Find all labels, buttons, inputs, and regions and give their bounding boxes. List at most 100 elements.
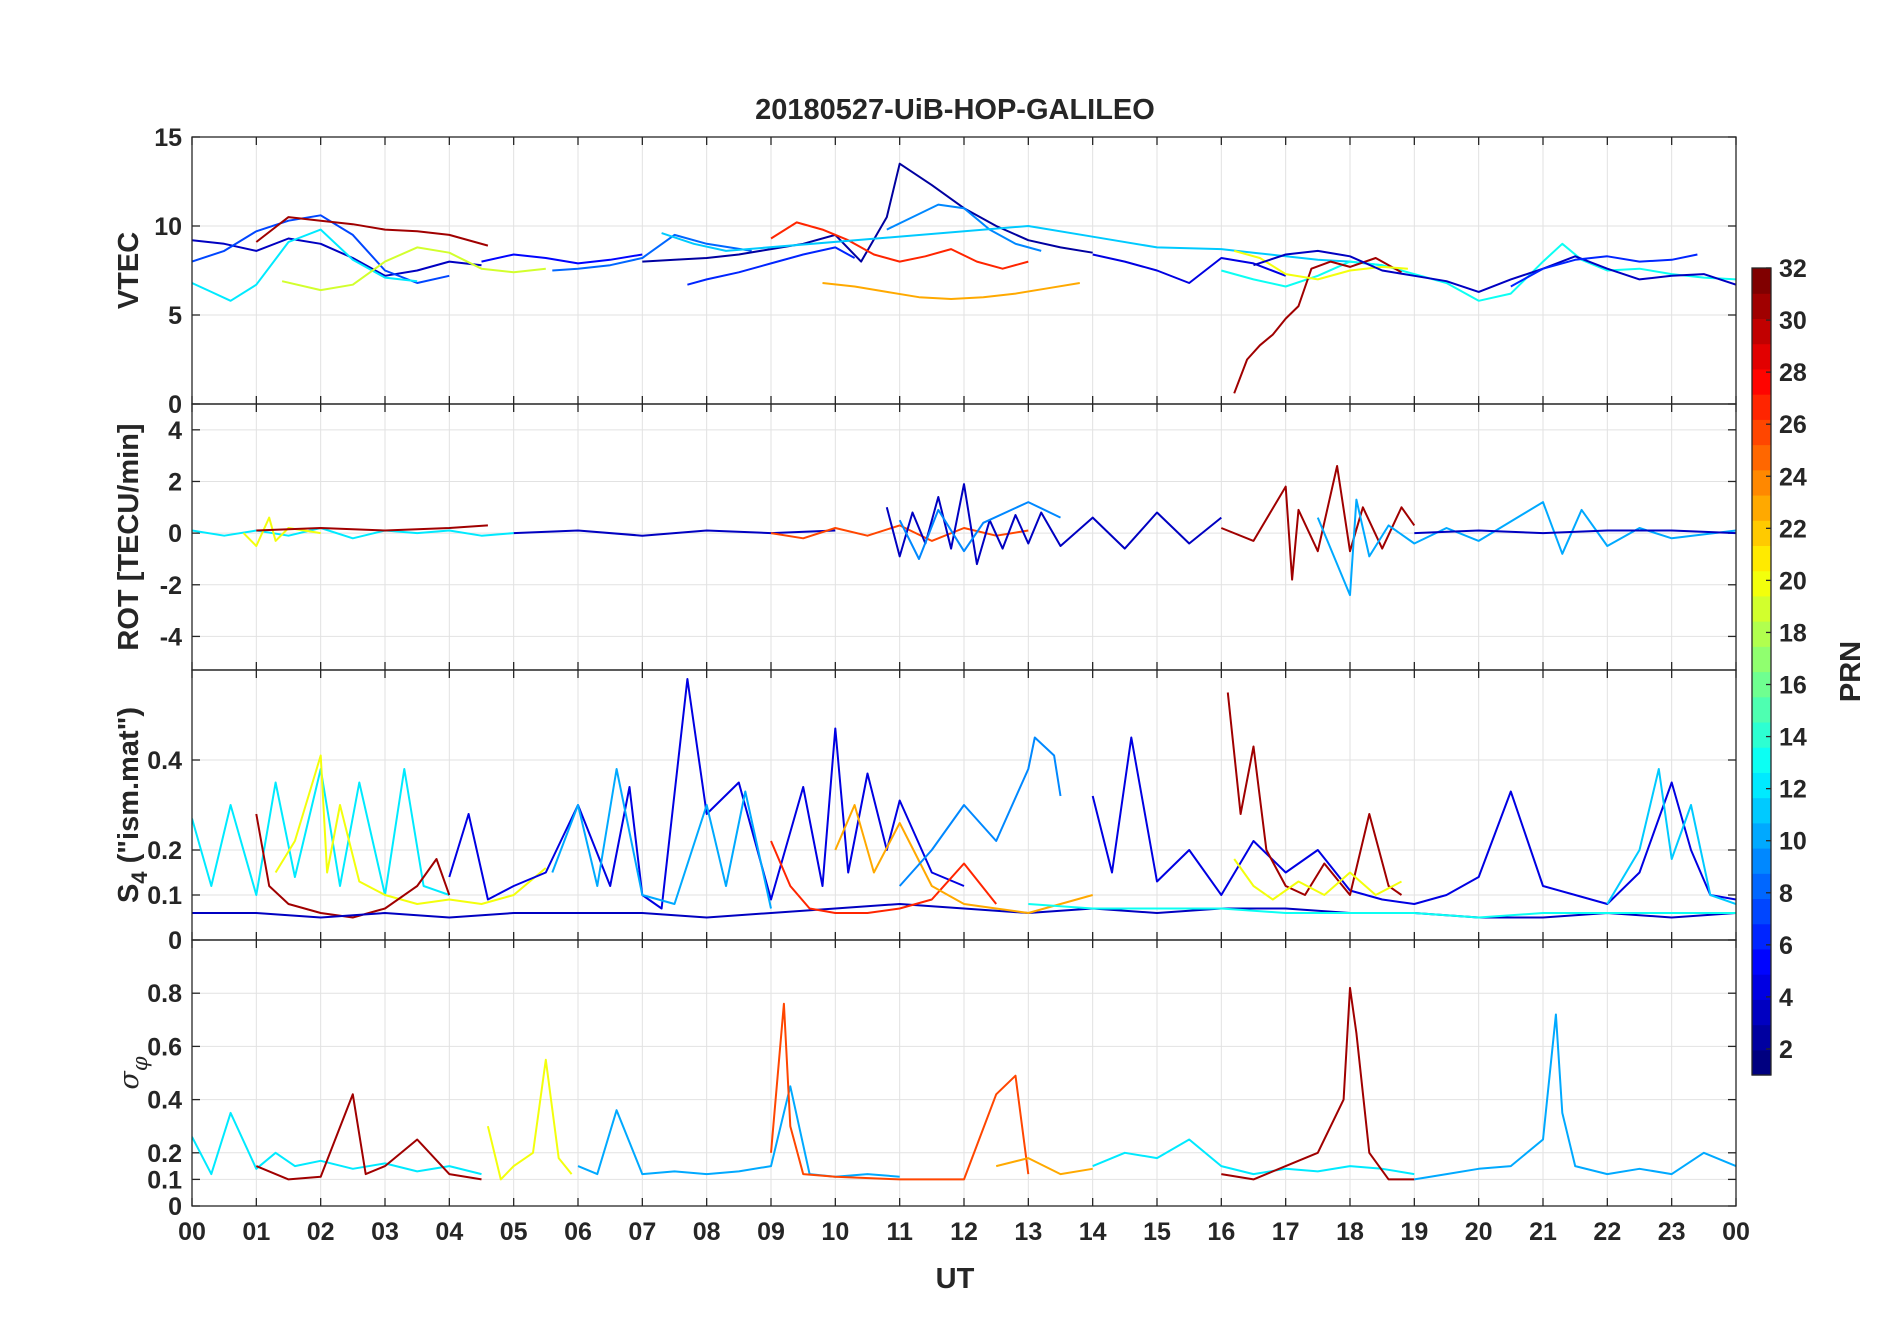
x-tick-label: 08 [693,1218,721,1246]
y-axis-label: ROT [TECU/min] [113,423,145,650]
x-tick-label: 14 [1079,1218,1107,1246]
colorbar-swatch [1752,621,1771,647]
colorbar-swatch [1752,545,1771,572]
colorbar-swatch [1752,696,1771,723]
series-group [192,986,1736,1181]
colorbar-swatch [1752,1024,1771,1051]
colorbar-tick-label: 30 [1779,307,1807,335]
x-tick-label: 00 [1722,1218,1750,1246]
series-prn-31 [255,216,489,247]
x-tick-label: 05 [500,1218,528,1246]
x-tick-label: 15 [1143,1218,1171,1246]
x-tick-label: 07 [628,1218,656,1246]
colorbar-swatch [1752,646,1771,673]
colorbar-swatch [1752,721,1771,748]
series-prn-3 [1414,529,1736,535]
series-prn-10 [551,768,772,909]
panel-frame [191,939,1737,1207]
y-tick-label: 0.1 [147,882,182,910]
colorbar-tick-label: 8 [1779,880,1793,908]
y-tick-label: 0.1 [147,1166,182,1194]
series-prn-10 [1414,1013,1736,1181]
x-tick-label: 18 [1336,1218,1364,1246]
x-tick-label: 16 [1207,1218,1235,1246]
y-tick-label: 2 [168,468,182,496]
x-tick-label: 17 [1272,1218,1300,1246]
series-prn-4 [1092,253,1287,284]
x-tick-label: 12 [950,1218,978,1246]
colorbar-swatch [1752,772,1771,799]
colorbar-swatch [1752,520,1771,547]
y-axis-label: S4 ("ism.mat") [113,707,152,903]
x-tick-label: 00 [178,1218,206,1246]
panel-s4: 0 0.1 0.2 0.4S4 ("ism.mat") [113,669,1737,955]
y-tick-label: 0.8 [147,980,182,1008]
y-tick-label: -4 [160,623,182,651]
series-prn-31 [1233,257,1402,394]
series-group [192,465,1736,597]
y-tick-label: 0 [168,391,182,419]
colorbar-swatch [1752,797,1771,824]
series-prn-9 [898,501,1061,560]
y-tick-label: 4 [168,417,182,445]
x-axis: 00 01 02 03 04 05 06 07 08 09 10 11 12 13 14 15 16 17 18 19… [178,1218,1750,1246]
colorbar-tick-label: 20 [1779,567,1807,595]
colorbar-swatch [1752,570,1771,597]
panel-vtec: 0 5 10 15 VTEC [113,124,1737,419]
series-prn-11 [661,225,1383,267]
y-tick-label: 0 [168,520,182,548]
series-prn-31 [1221,986,1415,1181]
colorbar-swatch [1752,923,1771,950]
colorbar-swatch [1752,822,1771,849]
series-prn-26 [770,1002,1030,1181]
colorbar-swatch [1752,1049,1771,1076]
colorbar-swatch [1752,671,1771,698]
colorbar-frame [1751,267,1772,1076]
series-prn-3 [192,237,482,277]
series-prn-3 [513,529,836,537]
colorbar-swatch [1752,948,1771,975]
series-prn-20 [1233,858,1402,901]
series-prn-4 [448,678,965,910]
x-tick-label: 20 [1465,1218,1493,1246]
series-prn-12 [1092,1138,1415,1176]
series-prn-10 [1316,498,1736,597]
series-prn-12 [192,1111,482,1176]
series-prn-31 [255,1093,482,1181]
series-prn-4 [1091,736,1736,905]
panel-rot: -4 -2 0 2 4 ROT [TECU/min] [113,403,1737,671]
series-prn-31 [256,524,488,532]
series-prn-31 [1226,692,1403,896]
series-prn-23 [822,282,1080,300]
series-prn-12 [192,228,418,302]
x-tick-label: 01 [242,1218,270,1246]
colorbar-swatch [1752,494,1771,521]
series-prn-23 [834,804,1093,914]
x-tick-label: 21 [1529,1218,1557,1246]
colorbar-swatch [1752,999,1771,1026]
panel-sigma_phi: 00.10.2 0.4 0.6 0.8 σφ [114,939,1737,1221]
x-tick-label: 10 [821,1218,849,1246]
series-prn-19 [281,246,546,292]
colorbar-swatch [1752,394,1771,420]
x-tick-label: 11 [886,1218,913,1246]
colorbar-swatch [1752,293,1771,320]
x-tick-label: 02 [307,1218,335,1246]
colorbar-swatch [1752,318,1771,345]
series-prn-9 [898,736,1062,887]
colorbar-swatch [1752,444,1771,471]
y-tick-label: 10 [154,213,182,241]
colorbar-tick-label: 14 [1779,724,1807,752]
x-axis-label: UT [936,1263,975,1295]
colorbar-label: PRN [1835,641,1867,702]
colorbar-swatch [1752,848,1771,874]
y-axis-label: σφ [114,1056,152,1089]
y-tick-label: 15 [154,124,182,152]
x-tick-label: 09 [757,1218,785,1246]
y-tick-label: 5 [168,302,182,330]
series-prn-8 [552,233,752,272]
series-prn-13 [1028,903,1736,919]
series-prn-5 [481,253,643,265]
series-prn-27 [770,221,1029,270]
